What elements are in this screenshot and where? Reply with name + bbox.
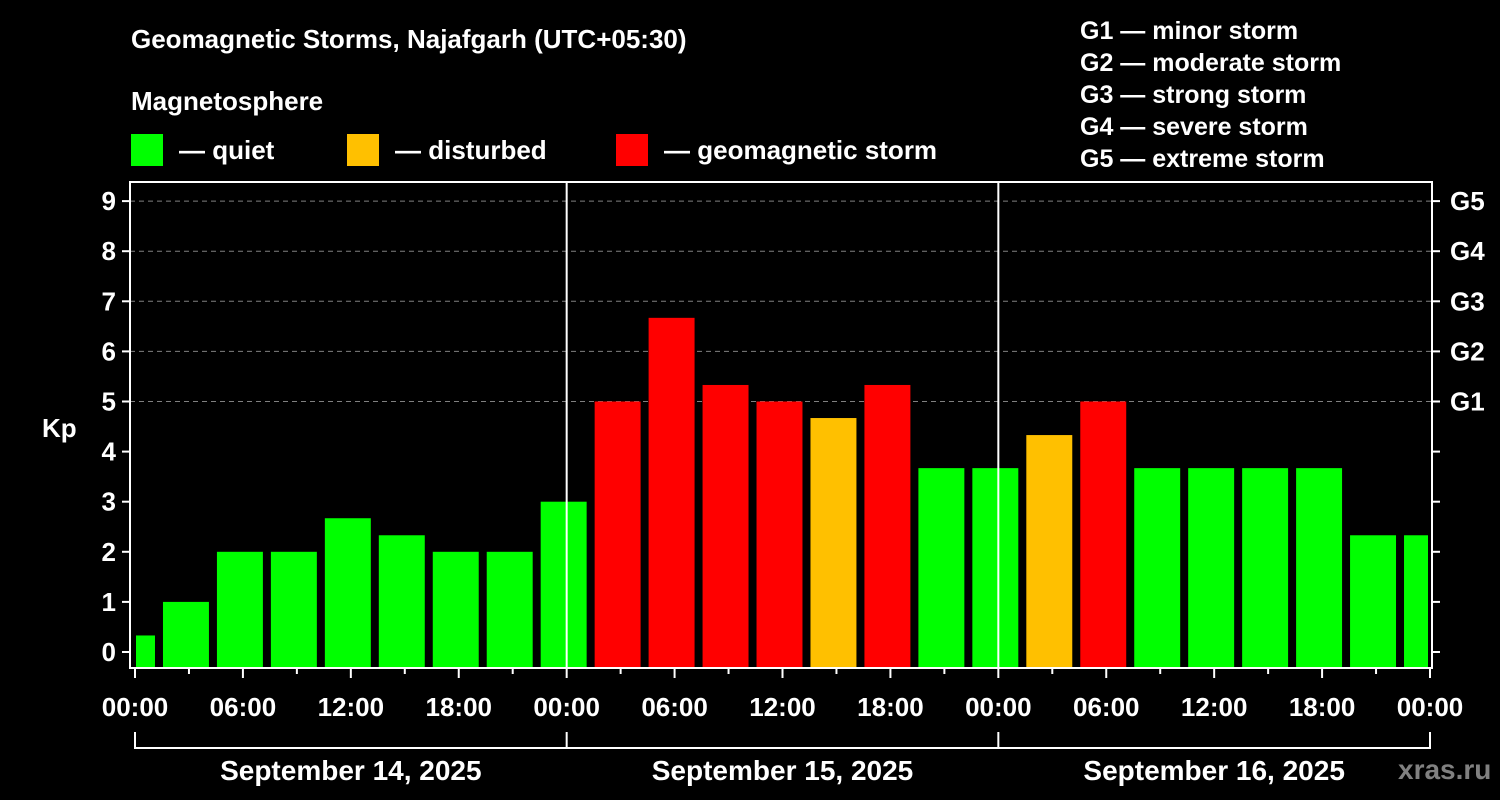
kp-bar (324, 518, 371, 668)
x-tick-label: 06:00 (641, 692, 708, 722)
g-level-label: G4 (1450, 236, 1485, 266)
legend-quiet: — quiet (131, 134, 274, 166)
y-tick-label: 4 (102, 437, 117, 467)
legend-swatch-quiet (131, 134, 163, 166)
kp-bar (270, 551, 317, 668)
g-scale-item: G4 — severe storm (1080, 113, 1308, 141)
g-scale-item: G5 — extreme storm (1080, 145, 1325, 173)
y-tick-label: 3 (102, 487, 116, 517)
kp-bar (702, 384, 749, 668)
x-tick-label: 12:00 (1181, 692, 1248, 722)
kp-bar (1026, 435, 1073, 668)
kp-bar (648, 317, 695, 668)
x-tick-label: 18:00 (857, 692, 924, 722)
kp-bar (216, 551, 263, 668)
x-tick-label: 00:00 (965, 692, 1032, 722)
date-bracket (134, 732, 1431, 749)
kp-bar (432, 551, 479, 668)
kp-bar (486, 551, 533, 668)
x-tick-label: 00:00 (1397, 692, 1464, 722)
kp-bar (756, 401, 803, 668)
x-tick-label: 12:00 (749, 692, 816, 722)
chart-title: Geomagnetic Storms, Najafgarh (UTC+05:30… (131, 24, 687, 54)
kp-bar (1242, 468, 1289, 668)
y-tick-label: 2 (102, 537, 116, 567)
y-tick-label: 8 (102, 236, 116, 266)
kp-bar (1404, 535, 1428, 668)
legend-label-disturbed: — disturbed (395, 134, 547, 165)
kp-bar (864, 384, 911, 668)
x-tick-label: 06:00 (210, 692, 277, 722)
legend-storm: — geomagnetic storm (616, 134, 937, 166)
kp-bar (972, 468, 1019, 668)
date-label: September 15, 2025 (652, 755, 914, 786)
g-level-label: G5 (1450, 186, 1485, 216)
x-tick-label: 00:00 (533, 692, 600, 722)
x-tick-label: 00:00 (102, 692, 169, 722)
x-tick-label: 18:00 (1289, 692, 1356, 722)
legend-swatch-disturbed (347, 134, 379, 166)
date-label: September 14, 2025 (220, 755, 482, 786)
kp-bar (162, 601, 209, 668)
kp-bar (378, 535, 425, 668)
y-tick-label: 0 (102, 637, 116, 667)
y-axis-label: Kp (42, 413, 77, 443)
g-scale-item: G1 — minor storm (1080, 17, 1299, 45)
legend-disturbed: — disturbed (347, 134, 547, 166)
kp-bar (810, 418, 857, 668)
g-scale-legend: G1 — minor storm G2 — moderate storm G3 … (1080, 15, 1341, 175)
y-tick-label: 6 (102, 336, 116, 366)
g-scale-item: G2 — moderate storm (1080, 49, 1342, 77)
y-tick-label: 9 (102, 186, 116, 216)
date-label: September 16, 2025 (1083, 755, 1345, 786)
chart-subtitle: Magnetosphere (131, 86, 324, 116)
x-tick-label: 18:00 (426, 692, 493, 722)
g-level-label: G2 (1450, 336, 1485, 366)
kp-bar (136, 635, 155, 668)
legend-swatch-storm (616, 134, 648, 166)
kp-bar (1350, 535, 1397, 668)
g-scale-item: G3 — strong storm (1080, 81, 1307, 109)
kp-bar (594, 401, 641, 668)
y-tick-label: 5 (102, 387, 116, 417)
y-tick-label: 7 (102, 286, 116, 316)
x-tick-label: 12:00 (318, 692, 385, 722)
g-level-label: G3 (1450, 286, 1485, 316)
legend-label-quiet: — quiet (179, 134, 275, 165)
plot-frame (129, 181, 1433, 669)
kp-bar (918, 468, 965, 668)
kp-bar (1134, 468, 1181, 668)
g-level-label: G1 (1450, 387, 1485, 417)
kp-bar (1080, 401, 1127, 668)
legend-label-storm: — geomagnetic storm (664, 134, 938, 165)
y-tick-label: 1 (102, 587, 116, 617)
watermark: xras.ru (1398, 754, 1492, 785)
kp-bar (1188, 468, 1235, 668)
kp-bar (540, 501, 587, 668)
x-tick-label: 06:00 (1073, 692, 1140, 722)
kp-bar (1296, 468, 1343, 668)
